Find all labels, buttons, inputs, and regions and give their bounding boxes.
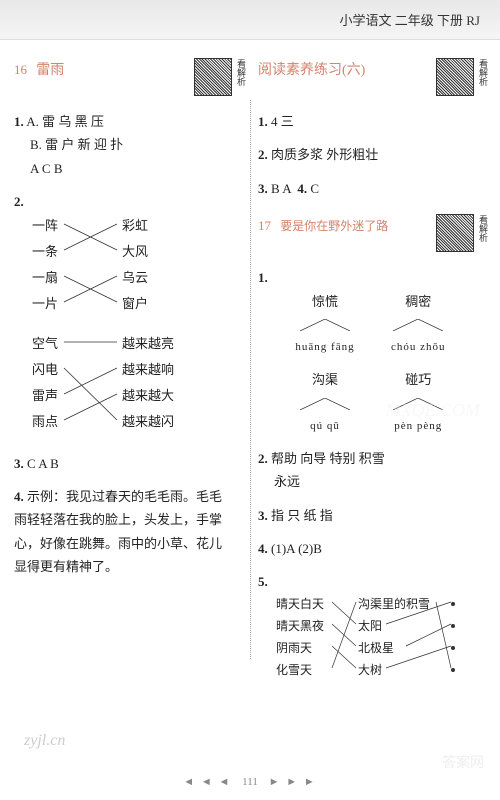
qr-label: 看解析 xyxy=(475,215,491,242)
section-title: 雷雨 xyxy=(36,58,64,83)
r-q5-num: 5. xyxy=(258,574,268,589)
pinyin-word: 沟渠 xyxy=(280,368,370,391)
section-title: 要是你在野外迷了路 xyxy=(280,216,388,238)
pinyin-lines-icon xyxy=(290,319,360,331)
r-q4: 4. (1)A (2)B xyxy=(258,537,474,560)
p1-ans: 4 三 xyxy=(271,114,294,129)
p2-ans: 肉质多浆 外形粗壮 xyxy=(271,147,378,162)
r-q3-ans: 指 只 纸 指 xyxy=(271,508,333,523)
q2-match2: 空气 闪电 雷声 雨点 越来越亮 越来越响 越来越大 越来越闪 xyxy=(32,332,232,442)
page-number: 111 xyxy=(242,776,258,788)
q4-text: 示例：我见过春天的毛毛雨。毛毛雨轻轻落在我的脸上，头发上，手掌心，好像在跳舞。雨… xyxy=(14,489,222,574)
p4-ans: C xyxy=(310,181,319,196)
column-divider xyxy=(250,100,251,659)
left-column: 16 雷雨 看解析 1. A. 雷 乌 黑 压 B. 雷 户 新 迎 扑 A C… xyxy=(14,58,244,699)
section-num: 16 xyxy=(14,62,27,77)
p1-num: 1. xyxy=(258,114,268,129)
right-column: 阅读素养练习(六) 看解析 1. 4 三 2. 肉质多浆 外形粗壮 3. B A… xyxy=(244,58,474,699)
q1: 1. A. 雷 乌 黑 压 B. 雷 户 新 迎 扑 A C B xyxy=(14,110,232,180)
q5-match: 晴天白天 晴天黑夜 阴雨天 化雪天 沟渠里的积雪 太阳 北极星 大树 xyxy=(276,594,474,689)
pinyin-row1: 惊慌 huāng fāng 稠密 chóu zhōu xyxy=(280,290,474,359)
p1: 1. 4 三 xyxy=(258,110,474,133)
q3-ans: C A B xyxy=(27,456,59,471)
match-lines-icon xyxy=(32,214,172,314)
q1-lineA: A. 雷 乌 黑 压 xyxy=(26,114,104,129)
r-q4-ans: (1)A (2)B xyxy=(271,541,322,556)
section-num: 17 xyxy=(258,218,271,233)
section-17-header: 17 要是你在野外迷了路 看解析 xyxy=(258,214,474,252)
watermark: 答案网 xyxy=(442,752,484,772)
q4: 4. 示例：我见过春天的毛毛雨。毛毛雨轻轻落在我的脸上，头发上，手掌心，好像在跳… xyxy=(14,485,232,579)
pinyin-word: 碰巧 xyxy=(373,368,463,391)
pinyin-lines-icon xyxy=(383,319,453,331)
pinyin-lines-icon xyxy=(290,398,360,410)
footer-deco-icon: ► ► ► xyxy=(269,776,317,788)
pinyin-word: 惊慌 xyxy=(280,290,370,313)
q4-num: 4. xyxy=(14,489,24,504)
p3: 3. B A 4. C xyxy=(258,177,474,200)
content-area: 16 雷雨 看解析 1. A. 雷 乌 黑 压 B. 雷 户 新 迎 扑 A C… xyxy=(0,40,500,699)
section-16-header: 16 雷雨 看解析 xyxy=(14,58,232,96)
practice-title: 阅读素养练习(六) xyxy=(258,58,365,83)
p2-num: 2. xyxy=(258,147,268,162)
pinyin-word: 稠密 xyxy=(373,290,463,313)
r-q3-num: 3. xyxy=(258,508,268,523)
q1-lineB: B. 雷 户 新 迎 扑 xyxy=(30,133,232,156)
page-footer: ◄ ◄ ◄ 111 ► ► ► 答案网 xyxy=(0,776,500,788)
qr-label: 看解析 xyxy=(475,59,491,86)
r-q1-num: 1. xyxy=(258,270,268,285)
match-lines-icon xyxy=(276,594,476,684)
match-lines-icon xyxy=(32,332,192,432)
header-text: 小学语文 二年级 下册 RJ xyxy=(340,10,480,29)
r-q2-num: 2. xyxy=(258,451,268,466)
p3-num: 3. xyxy=(258,181,268,196)
footer-deco-icon: ◄ ◄ ◄ xyxy=(183,776,231,788)
q1-lineC: A C B xyxy=(30,157,232,180)
practice-header: 阅读素养练习(六) 看解析 xyxy=(258,58,474,96)
section-16-title: 16 雷雨 xyxy=(14,58,64,83)
q2-match1: 一阵 一条 一扇 一片 彩虹 大风 乌云 窗户 xyxy=(32,214,232,324)
r-q4-num: 4. xyxy=(258,541,268,556)
p2: 2. 肉质多浆 外形粗壮 xyxy=(258,143,474,166)
q3: 3. C A B xyxy=(14,452,232,475)
qr-code-icon: 看解析 xyxy=(436,58,474,96)
r-q2: 2. 帮助 向导 特别 积雪 永远 xyxy=(258,447,474,494)
qr-code-icon: 看解析 xyxy=(194,58,232,96)
pinyin-opts: huāng fāng xyxy=(280,338,370,358)
pinyin-opts: qú qū xyxy=(280,417,370,437)
r-q5: 5. 晴天白天 晴天黑夜 阴雨天 化雪天 沟渠里的积雪 太阳 北极星 大树 xyxy=(258,570,474,688)
q2-num: 2. xyxy=(14,194,24,209)
pinyin-opts: chóu zhōu xyxy=(373,338,463,358)
watermark: zyjl.cn xyxy=(24,732,65,750)
page-header: 小学语文 二年级 下册 RJ xyxy=(0,0,500,40)
q1-num: 1. xyxy=(14,114,24,129)
qr-label: 看解析 xyxy=(233,59,249,86)
r-q3: 3. 指 只 纸 指 xyxy=(258,504,474,527)
qr-code-icon: 看解析 xyxy=(436,214,474,252)
watermark: MXQE.COM xyxy=(386,400,480,421)
r-q2-line1: 帮助 向导 特别 积雪 xyxy=(271,451,385,466)
q3-num: 3. xyxy=(14,456,24,471)
section-17-title: 17 要是你在野外迷了路 xyxy=(258,214,388,238)
q2: 2. 一阵 一条 一扇 一片 彩虹 大风 乌云 窗户 空气 闪电 xyxy=(14,190,232,441)
p3-ans: B A xyxy=(271,181,291,196)
p4-num: 4. xyxy=(297,181,307,196)
r-q2-line2: 永远 xyxy=(274,470,474,493)
